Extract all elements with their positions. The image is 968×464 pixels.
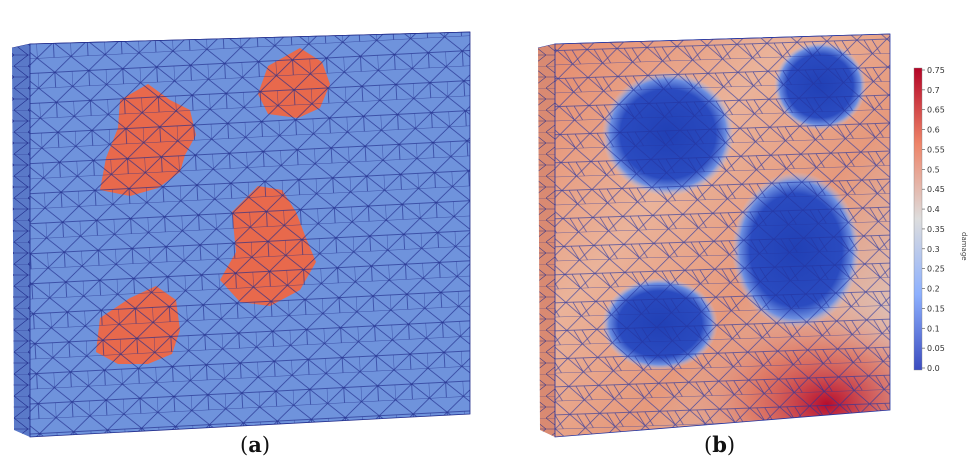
- colorbar-tick-label: 0.3: [927, 245, 940, 254]
- colorbar-tick-label: 0.75: [927, 66, 945, 75]
- colorbar-tick-label: 0.15: [927, 304, 945, 313]
- colorbar-tick-label: 0.7: [927, 86, 940, 95]
- colorbar-tick-label: 0.1: [927, 324, 940, 333]
- colorbar-tick-label: 0.0: [927, 364, 940, 373]
- colorbar-gradient: [913, 67, 923, 371]
- panel-a: [11, 31, 471, 438]
- colorbar-tick-label: 0.5: [927, 165, 940, 174]
- colorbar-tick-label: 0.65: [927, 106, 945, 115]
- caption-b: (b): [704, 432, 736, 457]
- colorbar-title: damage: [960, 232, 968, 261]
- colorbar-tick-label: 0.45: [927, 185, 945, 194]
- caption-a: (a): [240, 432, 271, 457]
- colorbar-tick-label: 0.25: [927, 265, 945, 274]
- colorbar-tick-label: 0.05: [927, 344, 945, 353]
- colorbar-ticks: 0.75 0.7 0.65 0.6 0.55 0.5 0.45 0.4 0.35 0.3 0.25 0…: [922, 66, 945, 373]
- colorbar-tick-label: 0.4: [927, 205, 940, 214]
- colorbar-tick-label: 0.6: [927, 126, 940, 135]
- colorbar-tick-label: 0.35: [927, 225, 945, 234]
- colorbar-tick-label: 0.55: [927, 145, 945, 154]
- colorbar-tick-label: 0.2: [927, 285, 940, 294]
- colorbar: 0.75 0.7 0.65 0.6 0.55 0.5 0.45 0.4 0.35 0.3 0.25 0…: [913, 66, 968, 373]
- panel-b: [537, 33, 891, 438]
